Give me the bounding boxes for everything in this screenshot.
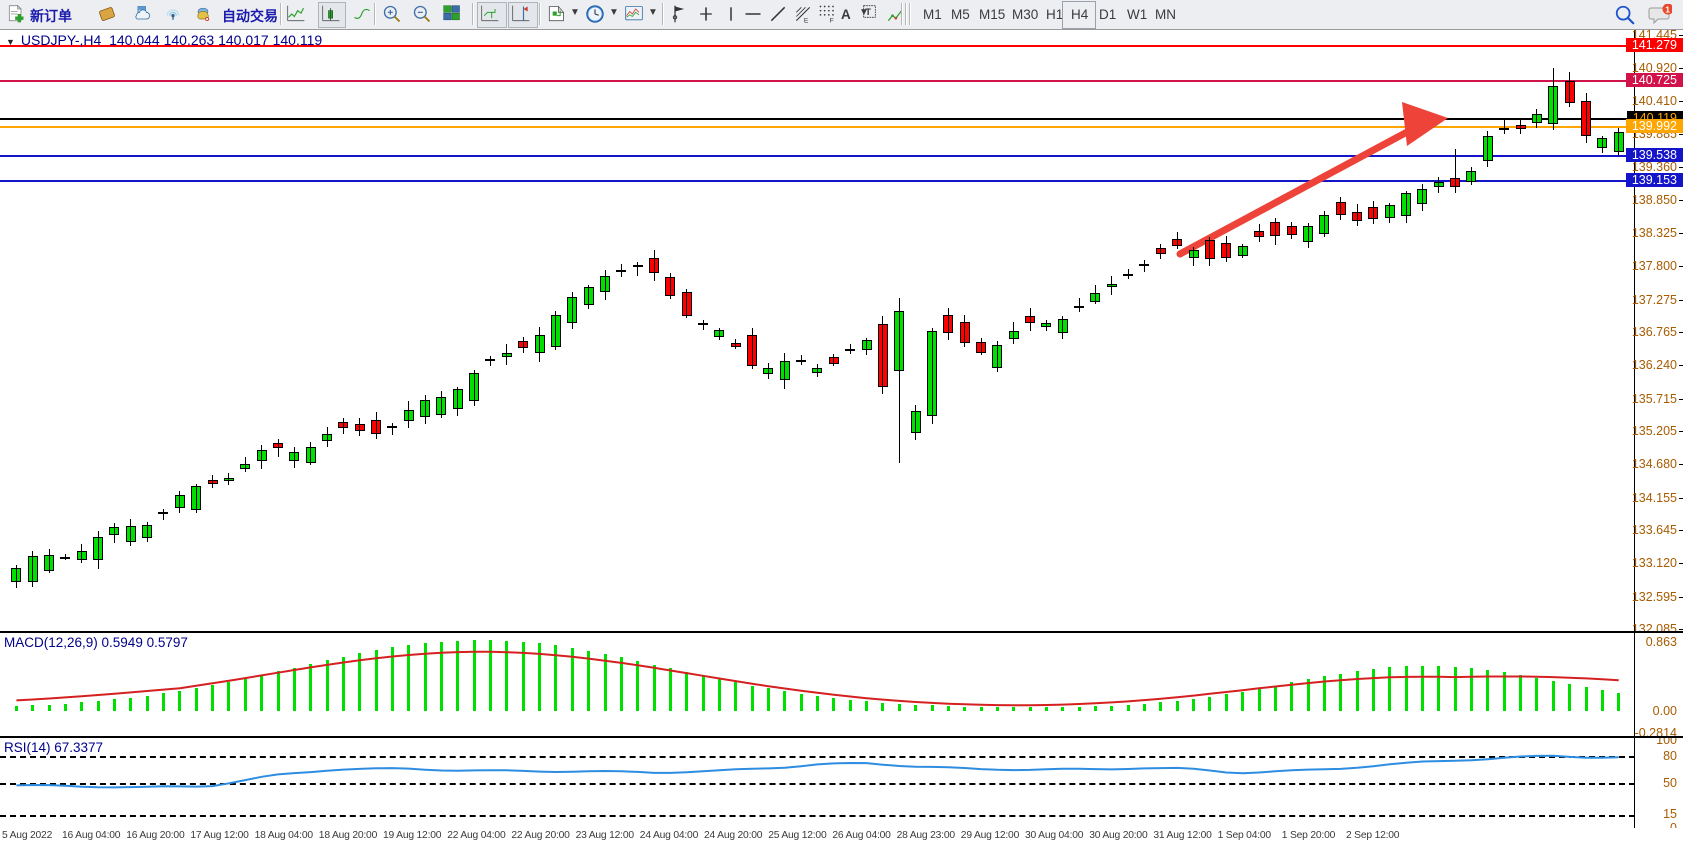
svg-text:E: E xyxy=(804,17,809,24)
svg-text:F: F xyxy=(830,17,834,24)
svg-text:1: 1 xyxy=(1665,5,1670,15)
